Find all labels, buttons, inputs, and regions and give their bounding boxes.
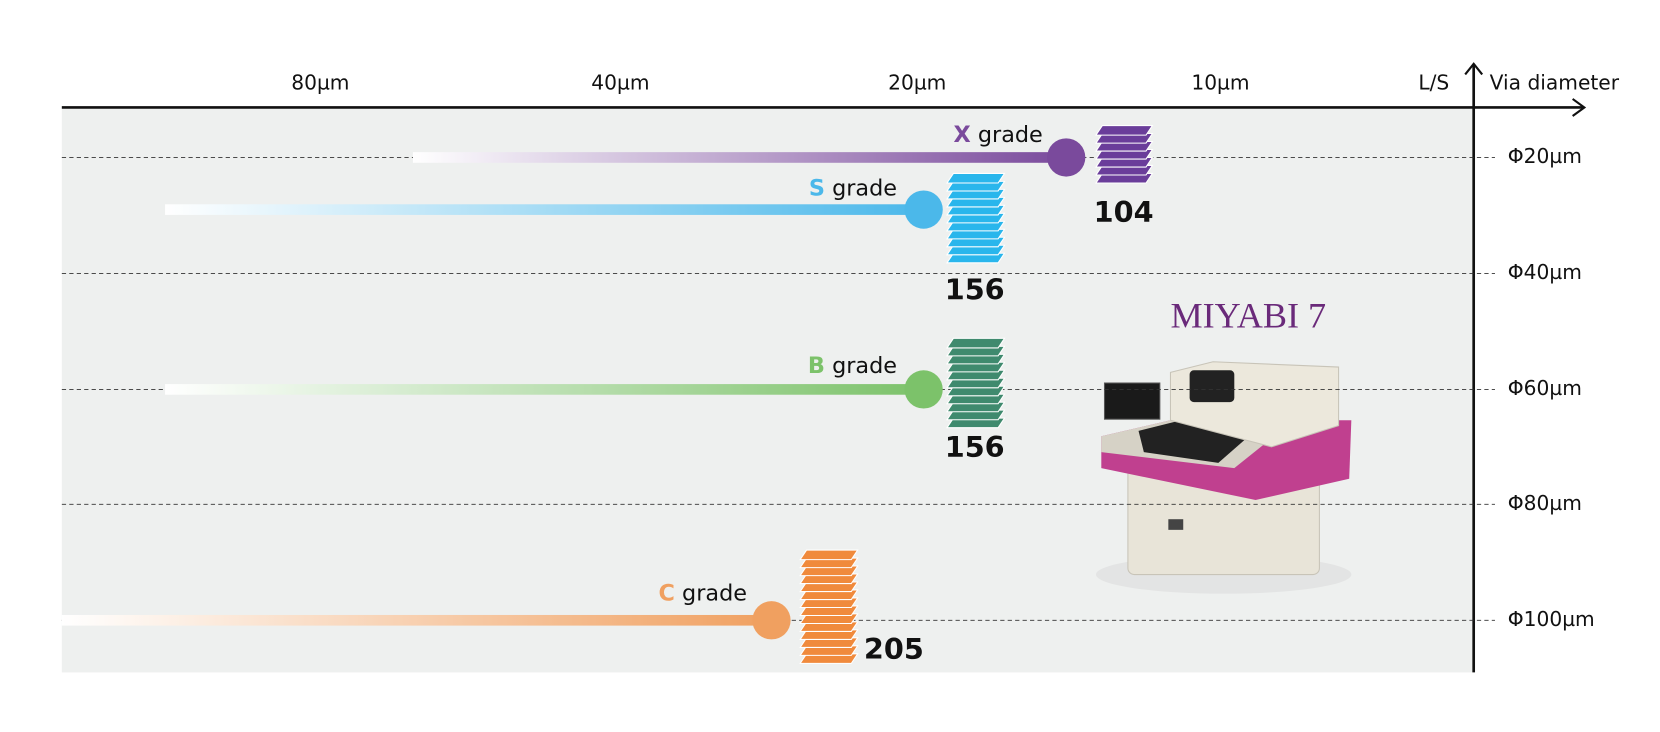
layer-count: 205 — [864, 632, 924, 666]
grade-word: grade — [832, 175, 897, 201]
grade-word: grade — [682, 580, 747, 606]
ls-tick-label: 80µm — [291, 71, 349, 95]
grade-label: X grade — [954, 122, 1043, 148]
product-logo: MIYABI 7 — [1170, 295, 1326, 335]
grade-word: grade — [832, 353, 897, 379]
grade-label: B grade — [808, 353, 897, 379]
grade-letter: C — [659, 580, 675, 606]
grade-bar — [412, 152, 1067, 163]
via-tick-label: Φ60µm — [1508, 376, 1582, 400]
layer-stack — [799, 549, 859, 664]
x-axis-arrow — [1572, 98, 1587, 117]
via-tick-label: Φ100µm — [1508, 607, 1595, 631]
grade-dot — [904, 190, 943, 229]
grade-letter: B — [808, 353, 825, 379]
grade-label: S grade — [809, 175, 897, 201]
ls-tick-label: 10µm — [1191, 71, 1249, 95]
grade-dot — [904, 370, 943, 409]
layer-stack — [946, 172, 1006, 264]
via-tick-label: Φ80µm — [1508, 491, 1582, 515]
grade-bar — [61, 614, 772, 626]
grade-dot — [752, 601, 791, 640]
via-label: Via diameter — [1490, 71, 1620, 95]
ls-tick-label: 20µm — [888, 71, 946, 95]
layer-stack — [1094, 125, 1154, 184]
via-tick-label: Φ20µm — [1508, 144, 1582, 168]
via-tick-label: Φ40µm — [1508, 260, 1582, 284]
layer-count: 156 — [945, 273, 1005, 307]
grade-bar — [165, 384, 924, 395]
grade-dot — [1047, 138, 1086, 177]
grade-bar — [165, 204, 924, 215]
grade-label: C grade — [659, 580, 747, 606]
machine — [1095, 361, 1352, 594]
layer-stack — [946, 337, 1006, 429]
ls-tick-label: 40µm — [591, 71, 649, 95]
grade-letter: S — [809, 175, 825, 201]
grade-word: grade — [978, 122, 1043, 148]
layer-count: 104 — [1094, 195, 1154, 229]
y-axis-arrow — [1464, 62, 1484, 76]
grade-letter: X — [954, 122, 971, 148]
ls-label: L/S — [1418, 71, 1449, 95]
layer-count: 156 — [945, 430, 1005, 464]
